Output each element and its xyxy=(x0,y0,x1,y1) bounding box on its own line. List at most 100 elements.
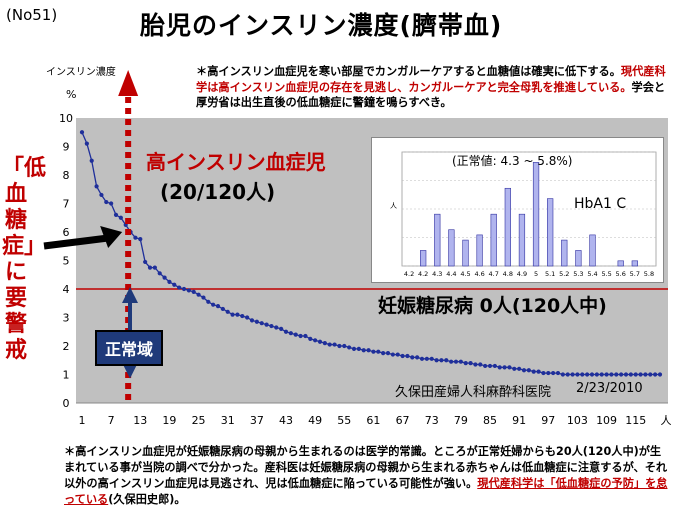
data-point xyxy=(206,299,211,304)
data-point xyxy=(254,319,259,324)
inset-bar xyxy=(490,213,497,267)
data-point xyxy=(483,363,488,369)
data-point xyxy=(177,285,182,290)
gdm-label: 妊娠糖尿病 0人(120人中) xyxy=(378,295,607,317)
x-tick-label: 109 xyxy=(596,414,617,427)
inset-x-tick: 4.2 xyxy=(404,270,414,278)
y-tick-label: 9 xyxy=(63,141,70,154)
data-point xyxy=(521,368,527,373)
inset-bar xyxy=(631,260,638,267)
x-tick-label: 73 xyxy=(425,414,439,427)
data-point xyxy=(410,355,415,360)
data-point xyxy=(317,339,323,344)
data-point xyxy=(565,372,570,377)
data-point xyxy=(152,265,157,270)
data-point xyxy=(580,372,585,377)
inset-x-tick: 5.2 xyxy=(559,270,569,278)
data-point xyxy=(225,309,230,314)
data-point xyxy=(303,333,308,339)
data-point xyxy=(366,348,371,353)
clinic-name: 久保田産婦人科麻酔科医院 xyxy=(395,385,552,400)
data-point xyxy=(449,359,454,364)
inset-bar xyxy=(434,213,441,267)
data-point xyxy=(653,372,658,377)
x-tick-label: 61 xyxy=(366,414,380,427)
data-point xyxy=(463,361,468,366)
data-point xyxy=(162,275,167,280)
hba1c-inset-chart: 人 4.2 4.2 4.3 4.4 4.5 4.6 4.7 4.8 4.9 5 5.1 5.2 5.3 5.… xyxy=(390,151,657,278)
bottom-note-text-1: ＊高インスリン血症児が妊娠糖尿病の母親から生まれるのは医学的常識。ところが正常妊… xyxy=(64,445,668,490)
data-point xyxy=(648,372,653,377)
inset-bar xyxy=(617,260,624,267)
data-point xyxy=(298,333,303,339)
slide-number: (No51) xyxy=(6,6,58,24)
data-point xyxy=(657,372,663,377)
data-point xyxy=(186,288,191,293)
data-point xyxy=(104,199,109,205)
data-point xyxy=(444,358,449,363)
data-point xyxy=(220,306,225,312)
data-point xyxy=(478,362,483,367)
data-point xyxy=(113,212,119,217)
x-tick-label: 79 xyxy=(454,414,468,427)
inset-x-tick: 5.4 xyxy=(587,270,597,278)
data-point xyxy=(322,341,327,346)
x-tick-label: 85 xyxy=(483,414,497,427)
y-tick-label: 10 xyxy=(59,112,73,125)
normal-range-label: 正常域 xyxy=(95,330,164,366)
data-point xyxy=(172,282,177,287)
data-point xyxy=(269,323,274,329)
data-point xyxy=(570,372,575,377)
data-point xyxy=(191,289,196,294)
data-point xyxy=(541,370,546,376)
data-point xyxy=(453,359,459,364)
data-point xyxy=(424,356,429,361)
data-point xyxy=(138,237,143,242)
x-tick-label: 13 xyxy=(133,414,147,427)
top-note: ＊高インスリン血症児を寒い部屋でカンガルーケアすると血糖値は確実に低下する。現代… xyxy=(196,64,666,111)
normal-range-arrow-bottom xyxy=(122,362,138,379)
x-tick-label: 7 xyxy=(108,414,115,427)
x-tick-label: 91 xyxy=(512,414,526,427)
data-point xyxy=(599,372,604,377)
x-tick-label: 25 xyxy=(192,414,206,427)
bottom-note: ＊高インスリン血症児が妊娠糖尿病の母親から生まれるのは医学的常識。ところが正常妊… xyxy=(64,444,672,508)
data-point xyxy=(623,372,629,377)
inset-x-tick: 5.3 xyxy=(573,270,583,278)
y-tick-label: 2 xyxy=(63,340,70,353)
inset-bar xyxy=(504,187,511,267)
inset-bar xyxy=(589,234,596,267)
data-point xyxy=(133,235,138,240)
top-note-text-1: ＊高インスリン血症児を寒い部屋でカンガルーケアすると血糖値は確実に低下する。 xyxy=(196,65,621,78)
data-point xyxy=(381,351,386,356)
x-tick-label: 115 xyxy=(625,414,646,427)
inset-x-tick: 4.4 xyxy=(446,270,456,278)
inset-x-tick: 4.9 xyxy=(517,270,527,278)
data-point xyxy=(332,342,337,347)
data-point xyxy=(342,343,347,349)
hypoglycemia-warning: 「低血糖症」に要警戒 xyxy=(2,156,47,363)
data-point xyxy=(288,331,293,336)
data-point xyxy=(143,259,148,265)
data-point xyxy=(167,279,172,284)
data-point xyxy=(293,332,298,337)
y-tick-label: 5 xyxy=(63,255,70,268)
x-tick-label: 43 xyxy=(279,414,293,427)
data-point xyxy=(487,363,493,369)
data-point xyxy=(594,372,599,377)
data-point xyxy=(215,304,221,309)
bottom-note-text-2: (久保田史郎)。 xyxy=(108,493,186,506)
data-point xyxy=(434,358,439,363)
inset-x-tick: 4.3 xyxy=(432,270,442,278)
data-point xyxy=(109,201,114,206)
inset-bar xyxy=(547,198,554,267)
data-point xyxy=(245,315,250,320)
data-point xyxy=(347,345,352,350)
data-point xyxy=(589,372,595,377)
data-point xyxy=(181,286,187,292)
data-point xyxy=(619,372,624,377)
data-point xyxy=(468,361,473,366)
data-point xyxy=(235,312,240,317)
data-point xyxy=(99,192,104,198)
inset-x-tick: 4.5 xyxy=(460,270,470,278)
